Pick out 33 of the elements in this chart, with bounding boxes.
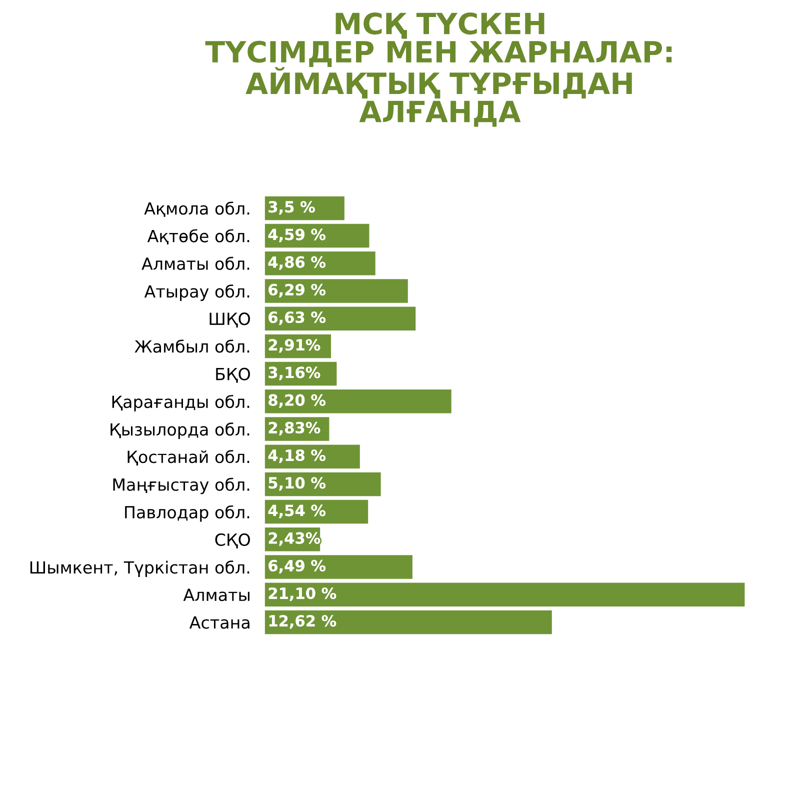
data-label: 2,83%: [268, 422, 320, 436]
data-label: 4,86 %: [268, 256, 326, 270]
chart-title: МСҚ ТҮСКЕН ТҮСІМДЕР МЕН ЖАРНАЛАР: АЙМАҚТЫҚ ТҰРҒЫДАН АЛҒАНДА: [205, 12, 672, 127]
data-label: 3,16%: [268, 366, 320, 380]
data-label: 6,29 %: [268, 284, 326, 298]
data-label: 12,62 %: [269, 615, 336, 629]
y-tick-label: СҚО: [215, 533, 250, 548]
y-tick-label: Қостанай обл.: [128, 450, 250, 466]
y-tick-label: Астана: [189, 616, 250, 629]
data-label: 4,59 %: [268, 228, 326, 242]
y-tick-label: Ақмола обл.: [144, 202, 250, 217]
y-tick-label: Алматы: [183, 588, 250, 602]
data-label: 6,49 %: [268, 560, 326, 574]
y-tick-label: Атырау обл.: [144, 284, 250, 301]
data-label: 8,20 %: [268, 394, 326, 408]
y-tick-label: Қарағанды обл.: [112, 394, 250, 412]
data-label: 4,18 %: [268, 449, 326, 463]
y-tick-label: Алматы обл.: [142, 256, 250, 270]
y-tick-label: ШҚО: [210, 312, 250, 328]
data-label: 4,54 %: [268, 504, 326, 518]
data-label: 3,5 %: [268, 201, 315, 215]
bar: [264, 582, 745, 606]
y-tick-label: БҚО: [216, 368, 250, 383]
y-tick-label: Шымкент, Түркістан обл.: [30, 560, 250, 577]
y-tick-label: Жамбыл обл.: [134, 340, 250, 353]
y-tick-label: Ақтөбе обл.: [147, 229, 250, 244]
data-label: 2,91%: [268, 339, 320, 353]
data-label: 5,10 %: [268, 477, 326, 491]
y-tick-label: Қызылорда обл.: [110, 422, 250, 439]
data-label: 21,10 %: [268, 587, 336, 601]
data-label: 6,63 %: [268, 311, 326, 325]
y-tick-label: Павлодар обл.: [125, 505, 250, 522]
y-tick-label: Маңғыстау обл.: [113, 478, 250, 494]
